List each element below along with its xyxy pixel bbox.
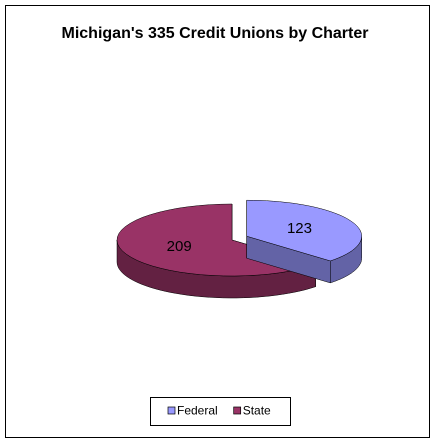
chart-title: Michigan's 335 Credit Unions by Charter xyxy=(61,25,369,42)
legend-label: Federal xyxy=(177,404,218,418)
slice xyxy=(246,199,362,262)
legend-swatch xyxy=(167,406,176,415)
data-label: 209 xyxy=(167,238,192,255)
legend-label: State xyxy=(243,404,271,418)
data-label: 123 xyxy=(287,220,312,237)
legend-swatch xyxy=(233,406,242,415)
